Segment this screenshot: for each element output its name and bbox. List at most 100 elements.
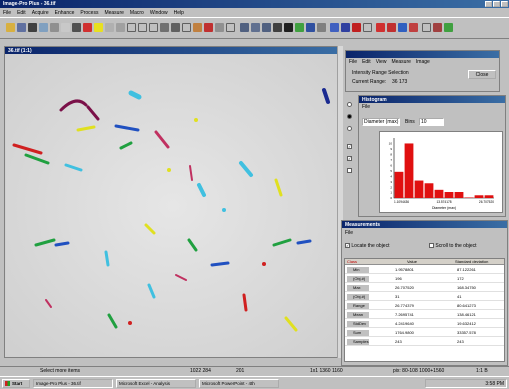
app-title: Image-Pro Plus - 36.tif <box>3 1 56 7</box>
header-value: Value <box>407 259 417 264</box>
magnify-icon[interactable] <box>215 23 224 32</box>
classify-icon[interactable] <box>295 23 304 32</box>
task-excel[interactable]: Microsoft Excel - Analysis <box>116 379 196 388</box>
macro-icon[interactable] <box>341 23 350 32</box>
highlight-icon[interactable] <box>94 23 103 32</box>
scale-icon[interactable] <box>433 23 442 32</box>
table-row[interactable]: Min 1.9578801 87.122261 <box>345 266 504 274</box>
outlines-radio[interactable] <box>347 114 352 120</box>
start-button[interactable]: Start <box>2 379 30 388</box>
task-powerpoint[interactable]: Microsoft PowerPoint - 4th <box>199 379 279 388</box>
manual-option[interactable] <box>347 102 352 108</box>
fill-icon[interactable] <box>204 23 213 32</box>
menu-macro[interactable]: Macro <box>129 9 144 16</box>
menu-acquire[interactable]: Acquire <box>31 9 49 16</box>
grid-icon[interactable] <box>182 23 191 32</box>
calibrate-icon[interactable] <box>422 23 431 32</box>
locate-option[interactable]: ✓ Locate the object <box>345 243 389 249</box>
new-icon[interactable] <box>6 23 15 32</box>
table-row[interactable]: Range 26.774379 80.641273 <box>345 302 504 310</box>
locate-checkbox[interactable]: ✓ <box>345 243 350 249</box>
rectangle-icon[interactable] <box>127 23 136 32</box>
save-icon[interactable] <box>28 23 37 32</box>
outlines-option[interactable] <box>347 114 352 120</box>
export-icon[interactable] <box>409 23 418 32</box>
help-icon[interactable] <box>444 23 453 32</box>
apply-option[interactable]: ✓ <box>347 156 352 162</box>
document-vertical-scrollbar[interactable] <box>337 46 343 358</box>
zoom-icon[interactable] <box>116 23 125 32</box>
measure-icon[interactable] <box>251 23 260 32</box>
chart-icon[interactable] <box>376 23 385 32</box>
table-row[interactable]: StdDev 4.2419640 19.632412 <box>345 320 504 328</box>
table-row[interactable]: (Obj.#) 196 172 <box>345 275 504 283</box>
brush-icon[interactable] <box>193 23 202 32</box>
range-menu-view[interactable]: View <box>375 59 387 65</box>
measurements-title-bar: Measurements <box>342 221 507 228</box>
histogram-bar <box>474 195 484 198</box>
table-row[interactable]: Mean 7.2695741 138.46121 <box>345 311 504 319</box>
paste-icon[interactable] <box>72 23 81 32</box>
apply-checkbox[interactable]: ✓ <box>347 156 352 162</box>
play-icon[interactable] <box>363 23 372 32</box>
image-canvas[interactable] <box>6 55 340 357</box>
colors-radio[interactable] <box>347 126 352 132</box>
measure-option[interactable]: ✓ <box>347 144 352 150</box>
profile-icon[interactable] <box>273 23 282 32</box>
select-icon[interactable] <box>105 23 114 32</box>
copy-icon[interactable] <box>61 23 70 32</box>
database-icon[interactable] <box>398 23 407 32</box>
open-icon[interactable] <box>17 23 26 32</box>
menu-file[interactable]: File <box>3 9 12 16</box>
minimize-button[interactable] <box>485 1 492 7</box>
menu-measure[interactable]: Measure <box>104 9 124 16</box>
table-row[interactable]: (Obj.#) 31 41 <box>345 293 504 301</box>
threshold-icon[interactable] <box>284 23 293 32</box>
color-icon[interactable] <box>83 23 92 32</box>
row-value: 26.707520 <box>395 285 414 290</box>
table-row[interactable]: Sum 1764.9800 33357.578 <box>345 329 504 337</box>
scroll-checkbox[interactable] <box>429 243 434 249</box>
count-icon[interactable] <box>262 23 271 32</box>
close-range-button[interactable]: Close <box>468 70 496 79</box>
range-menu-measure[interactable]: Measure <box>391 59 411 65</box>
accumulate-checkbox[interactable] <box>347 168 352 174</box>
histogram-measure-select[interactable]: Diameter (max) <box>362 118 400 126</box>
pointer-icon[interactable] <box>226 23 235 32</box>
align-icon[interactable] <box>330 23 339 32</box>
ellipse-icon[interactable] <box>138 23 147 32</box>
menu-window[interactable]: Window <box>149 9 168 16</box>
bins-input[interactable]: 10 <box>419 118 444 126</box>
polygon-icon[interactable] <box>149 23 158 32</box>
histogram-menu-file[interactable]: File <box>362 104 371 110</box>
colors-option[interactable] <box>347 126 352 132</box>
measurements-menu-file[interactable]: File <box>345 230 354 236</box>
record-icon[interactable] <box>352 23 361 32</box>
table-row[interactable]: Max 26.707520 168.34750 <box>345 284 504 292</box>
scroll-option[interactable]: Scroll to the object <box>429 243 477 249</box>
range-menu-edit[interactable]: Edit <box>362 59 371 65</box>
scroll-label: Scroll to the object <box>435 243 477 249</box>
accumulate-option[interactable] <box>347 168 352 174</box>
maximize-button[interactable] <box>493 1 500 7</box>
close-button[interactable] <box>501 1 508 7</box>
text-icon[interactable] <box>171 23 180 32</box>
menu-edit[interactable]: Edit <box>17 9 26 16</box>
cut-icon[interactable] <box>50 23 59 32</box>
menu-help[interactable]: Help <box>173 9 184 16</box>
histogram-icon[interactable] <box>240 23 249 32</box>
table-row[interactable]: Samples 243 243 <box>345 338 504 346</box>
report-icon[interactable] <box>387 23 396 32</box>
range-menu-file[interactable]: File <box>349 59 358 65</box>
manual-radio[interactable] <box>347 102 352 108</box>
morph-icon[interactable] <box>317 23 326 32</box>
task-image-pro[interactable]: Image-Pro Plus - 36.tif <box>33 379 113 388</box>
print-icon[interactable] <box>39 23 48 32</box>
filter-icon[interactable] <box>306 23 315 32</box>
line-icon[interactable] <box>160 23 169 32</box>
menu-enhance[interactable]: Enhance <box>54 9 75 16</box>
menu-process[interactable]: Process <box>80 9 99 16</box>
range-menu-image[interactable]: Image <box>415 59 430 65</box>
statistics-table: Class Value Standard deviation Min 1.9578… <box>344 258 505 362</box>
measure-checkbox[interactable]: ✓ <box>347 144 352 150</box>
